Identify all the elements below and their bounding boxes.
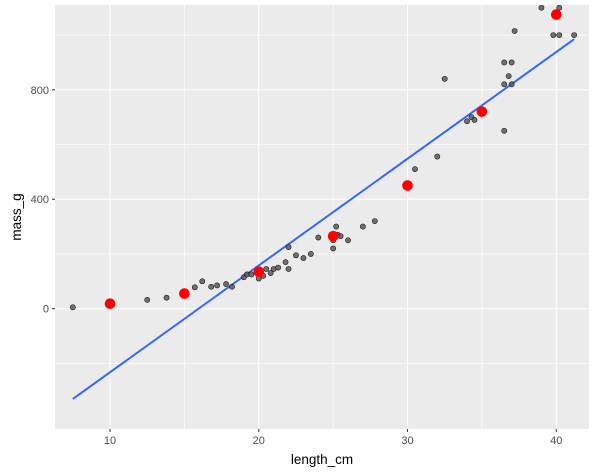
data-point (571, 32, 578, 38)
x-axis: 10 20 30 40 (104, 429, 562, 447)
data-point (285, 244, 292, 250)
data-point (285, 266, 292, 272)
y-tick-label: 0 (43, 304, 49, 316)
y-tick-label: 400 (31, 194, 49, 206)
data-point (501, 59, 508, 66)
data-point (464, 118, 470, 125)
data-point (307, 251, 314, 257)
data-point (199, 278, 206, 285)
data-point (538, 4, 545, 11)
fit-line (72, 38, 575, 400)
data-point (300, 255, 307, 261)
grid-minor (55, 5, 589, 429)
highlight-points (104, 9, 562, 310)
data-point (69, 304, 76, 311)
highlight-point (402, 180, 413, 191)
scatter-points (69, 4, 578, 311)
highlight-point (104, 298, 116, 310)
x-tick-label: 20 (253, 435, 265, 447)
data-point (556, 32, 563, 38)
data-point (330, 245, 337, 252)
data-point (511, 28, 518, 34)
data-point (505, 73, 512, 80)
highlight-point (253, 266, 265, 278)
highlight-point (179, 288, 190, 299)
x-tick-label: 30 (401, 435, 413, 447)
data-point (214, 282, 221, 289)
y-axis-title: mass_g (9, 193, 24, 240)
data-point (337, 233, 344, 240)
y-axis: 0 400 800 (31, 85, 55, 316)
x-tick-label: 10 (104, 435, 116, 447)
data-point (263, 266, 270, 272)
data-point (223, 281, 229, 287)
data-point (550, 32, 557, 38)
data-point (144, 296, 151, 303)
highlight-point (327, 230, 339, 242)
data-point (508, 81, 515, 88)
data-point (501, 81, 508, 88)
data-point (412, 166, 418, 173)
data-point (275, 264, 282, 271)
plot-panel (55, 5, 589, 429)
data-point (293, 252, 299, 259)
data-point (508, 59, 515, 66)
data-point (191, 284, 198, 291)
data-point (315, 234, 322, 241)
y-tick-label: 800 (31, 85, 49, 97)
data-point (229, 283, 235, 290)
data-point (371, 218, 378, 225)
data-point (248, 271, 255, 278)
data-point (333, 223, 340, 230)
data-point (163, 294, 170, 301)
data-point (267, 270, 274, 276)
data-point (441, 75, 448, 82)
highlight-point (476, 106, 488, 117)
data-point (434, 153, 441, 160)
grid-major (55, 5, 589, 429)
data-point (282, 259, 289, 266)
data-point (208, 283, 215, 290)
x-tick-label: 40 (550, 435, 562, 447)
data-point (501, 127, 508, 134)
data-point (345, 237, 351, 244)
x-axis-title: length_cm (291, 452, 353, 467)
data-point (471, 116, 478, 123)
data-point (360, 223, 366, 230)
highlight-point (550, 9, 562, 20)
